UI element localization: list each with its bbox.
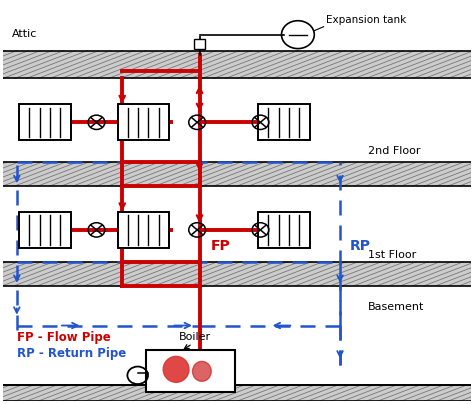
FancyBboxPatch shape (118, 104, 169, 140)
Text: RP: RP (349, 239, 370, 253)
FancyBboxPatch shape (19, 212, 71, 248)
Bar (3, 385, 471, 401)
Text: Boiler: Boiler (179, 332, 211, 343)
Text: 2nd Floor: 2nd Floor (368, 146, 420, 156)
Bar (3, 50, 471, 78)
Bar (194, 39, 205, 48)
Ellipse shape (192, 361, 211, 381)
Ellipse shape (163, 356, 189, 382)
FancyBboxPatch shape (146, 350, 235, 392)
FancyBboxPatch shape (118, 212, 169, 248)
FancyBboxPatch shape (258, 212, 310, 248)
Text: FP: FP (211, 239, 231, 253)
FancyBboxPatch shape (258, 104, 310, 140)
Text: Attic: Attic (12, 29, 37, 39)
FancyBboxPatch shape (19, 104, 71, 140)
Text: FP - Flow Pipe: FP - Flow Pipe (17, 332, 110, 345)
Bar (3, 162, 471, 186)
Text: Expansion tank: Expansion tank (326, 15, 406, 25)
Text: RP - Return Pipe: RP - Return Pipe (17, 347, 126, 360)
Text: 1st Floor: 1st Floor (368, 250, 417, 260)
Text: Basement: Basement (368, 301, 425, 311)
Bar (3, 262, 471, 286)
